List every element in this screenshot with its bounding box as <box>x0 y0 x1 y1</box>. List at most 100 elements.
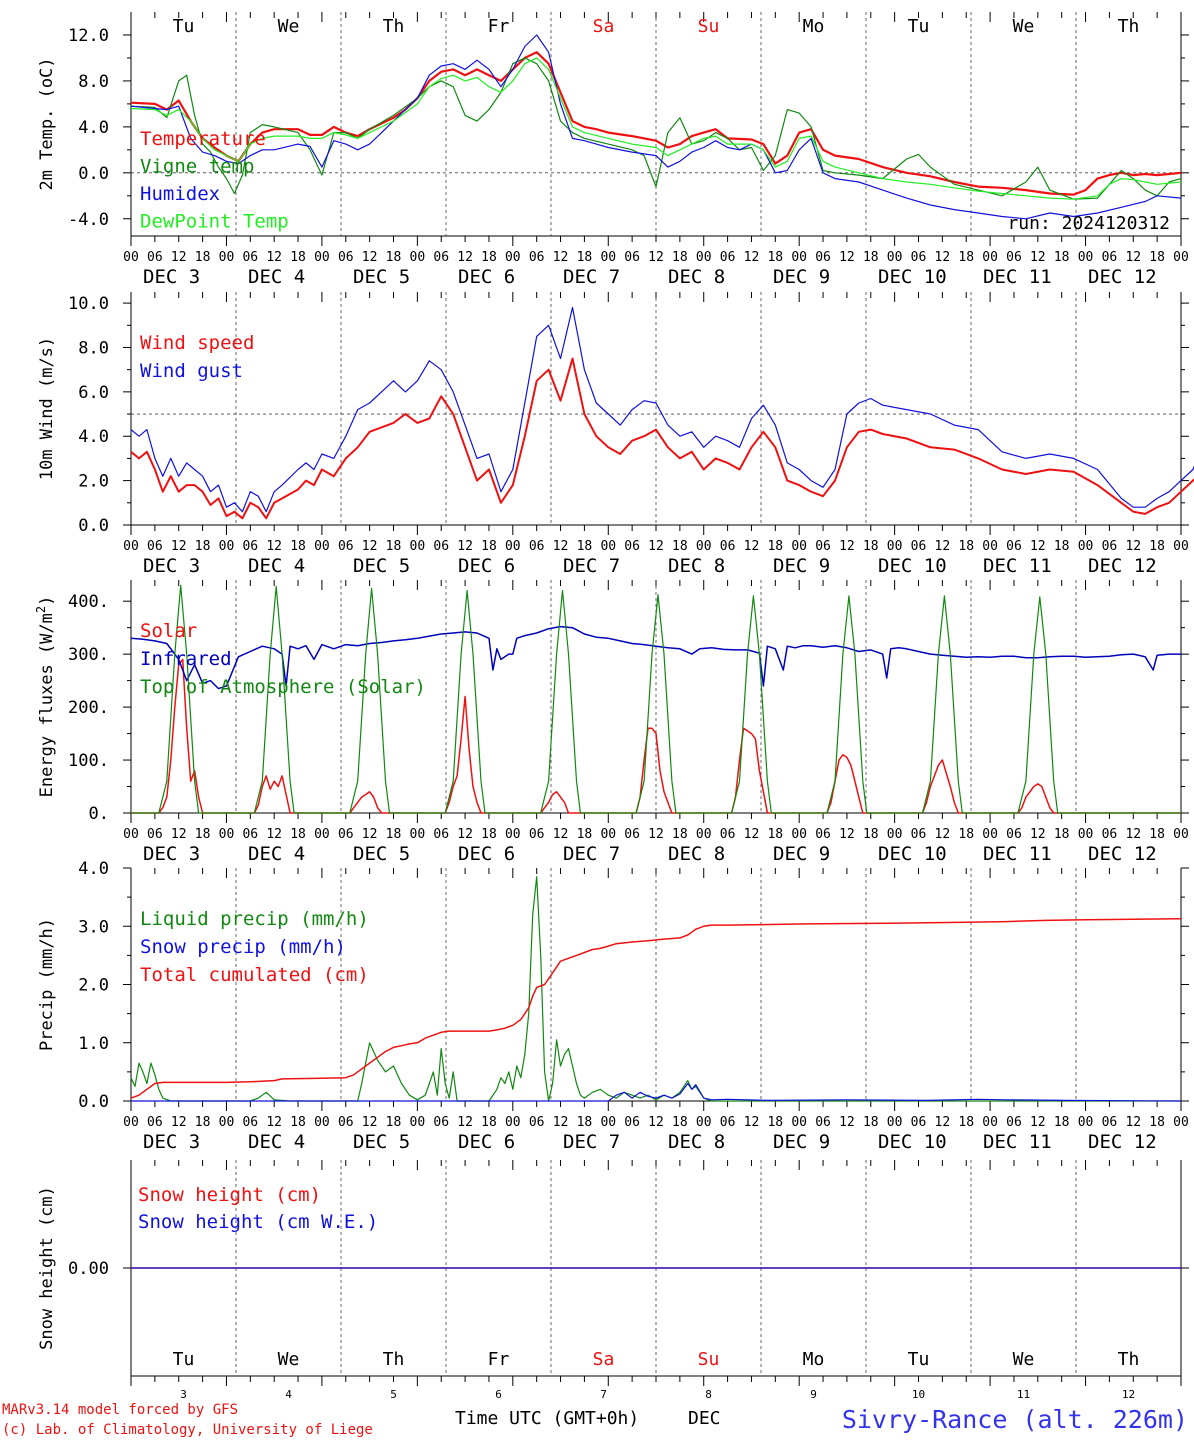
x-date-label: DEC 9 <box>773 1131 830 1153</box>
x-hour-label: 18 <box>386 1115 402 1130</box>
x-hour-label: 06 <box>433 827 449 842</box>
series-line-2 <box>131 1082 1182 1102</box>
x-hour-label: 18 <box>577 827 593 842</box>
x-date-label: DEC 4 <box>248 1131 305 1153</box>
x-hour-label: 06 <box>911 827 927 842</box>
x-hour-label: 12 <box>935 539 951 554</box>
x-hour-label: 00 <box>1078 250 1094 265</box>
y-tick-label: 4.0 <box>78 118 109 138</box>
credit-line-1: MARv3.14 model forced by GFS <box>2 1402 238 1418</box>
station-name: Sivry-Rance (alt. 226m) <box>842 1405 1188 1434</box>
x-hour-label: 12 <box>1030 250 1046 265</box>
bottom-day-number: 3 <box>180 1388 187 1401</box>
x-date-label: DEC 7 <box>563 843 620 865</box>
x-date-label: DEC 8 <box>668 555 725 577</box>
x-hour-label: 00 <box>887 1115 903 1130</box>
x-hour-label: 18 <box>1054 539 1070 554</box>
x-hour-label: 00 <box>696 827 712 842</box>
x-hour-label: 18 <box>1149 539 1165 554</box>
x-hour-label: 18 <box>672 1115 688 1130</box>
x-hour-label: 06 <box>338 1115 354 1130</box>
x-hour-label: 06 <box>815 539 831 554</box>
x-hour-label: 06 <box>911 250 927 265</box>
x-date-label: DEC 3 <box>143 266 200 288</box>
x-hour-label: 12 <box>362 1115 378 1130</box>
x-hour-label: 00 <box>314 1115 330 1130</box>
bottom-day-number: 4 <box>285 1388 292 1401</box>
y-tick-label: 0.0 <box>78 1092 109 1112</box>
y-tick-label: 0.0 <box>78 516 109 536</box>
y-tick-label: 8.0 <box>78 72 109 92</box>
x-hour-label: 18 <box>195 827 211 842</box>
x-hour-label: 12 <box>935 1115 951 1130</box>
y-tick-label: 1.0 <box>78 1034 109 1054</box>
bottom-day-number: 10 <box>912 1388 925 1401</box>
x-hour-label: 06 <box>529 1115 545 1130</box>
x-hour-label: 00 <box>1078 827 1094 842</box>
x-hour-label: 06 <box>147 250 163 265</box>
x-hour-label: 06 <box>1102 539 1118 554</box>
x-hour-label: 18 <box>290 539 306 554</box>
x-hour-label: 18 <box>767 250 783 265</box>
x-date-label: DEC 6 <box>458 555 515 577</box>
x-hour-label: 06 <box>338 827 354 842</box>
x-hour-label: 00 <box>410 250 426 265</box>
x-hour-label: 18 <box>577 1115 593 1130</box>
legend-entry: Vigne temp <box>140 156 254 178</box>
day-name-label: Fr <box>488 1349 510 1370</box>
x-hour-label: 00 <box>219 250 235 265</box>
legend-entry: Total cumulated (cm) <box>140 964 369 986</box>
x-date-label: DEC 9 <box>773 555 830 577</box>
y-tick-label: 300. <box>68 645 109 665</box>
x-hour-label: 00 <box>1078 1115 1094 1130</box>
y-axis-title: 10m Wind (m/s) <box>37 337 57 480</box>
y-tick-label: 2.0 <box>78 472 109 492</box>
series-line-2 <box>130 625 1181 690</box>
y-tick-label: 0.0 <box>78 164 109 184</box>
x-hour-label: 18 <box>386 539 402 554</box>
x-hour-label: 00 <box>1173 827 1189 842</box>
x-hour-label: 12 <box>935 250 951 265</box>
x-hour-label: 18 <box>1054 1115 1070 1130</box>
y-tick-label: 100. <box>68 751 109 771</box>
x-date-label: DEC 5 <box>353 1131 410 1153</box>
y-tick-label: 4.0 <box>78 427 109 447</box>
x-date-label: DEC 10 <box>878 266 947 288</box>
y-tick-label: -4.0 <box>68 210 109 230</box>
x-hour-label: 06 <box>815 250 831 265</box>
x-date-label: DEC 3 <box>143 1131 200 1153</box>
x-date-label: DEC 12 <box>1088 843 1157 865</box>
credit-line-2: (c) Lab. of Climatology, University of L… <box>2 1422 373 1438</box>
x-hour-label: 00 <box>600 539 616 554</box>
x-hour-label: 00 <box>600 827 616 842</box>
panels: -4.0 0.0 4.0 8.0 12.0 2m Temp. (oC) 00 06 12 18 00… <box>34 12 1194 1401</box>
x-hour-label: 00 <box>505 1115 521 1130</box>
legend-entry: Humidex <box>140 183 220 205</box>
x-date-label: DEC 9 <box>773 266 830 288</box>
legend-entry: Snow height (cm) <box>138 1184 321 1206</box>
legend-entry: Top of Atmosphere (Solar) <box>140 676 426 698</box>
x-hour-label: 12 <box>362 827 378 842</box>
x-hour-label: 00 <box>887 250 903 265</box>
x-hour-label: 12 <box>839 1115 855 1130</box>
x-hour-label: 00 <box>1078 539 1094 554</box>
x-hour-label: 00 <box>887 827 903 842</box>
x-hour-label: 18 <box>290 250 306 265</box>
day-name-label: We <box>278 16 300 37</box>
x-hour-label: 18 <box>577 250 593 265</box>
x-hour-label: 00 <box>219 1115 235 1130</box>
x-hour-label: 12 <box>457 250 473 265</box>
x-hour-label: 00 <box>982 1115 998 1130</box>
x-hour-label: 06 <box>147 827 163 842</box>
x-hour-label: 00 <box>505 539 521 554</box>
x-hour-label: 12 <box>1030 827 1046 842</box>
x-hour-label: 12 <box>266 539 282 554</box>
x-hour-label: 18 <box>767 1115 783 1130</box>
day-name-label: Mo <box>803 1349 825 1370</box>
x-date-label: DEC 11 <box>983 1131 1052 1153</box>
x-date-label: DEC 12 <box>1088 266 1157 288</box>
series-line-3 <box>131 584 1181 814</box>
x-hour-label: 18 <box>767 827 783 842</box>
x-hour-label: 18 <box>767 539 783 554</box>
x-hour-label: 00 <box>410 827 426 842</box>
